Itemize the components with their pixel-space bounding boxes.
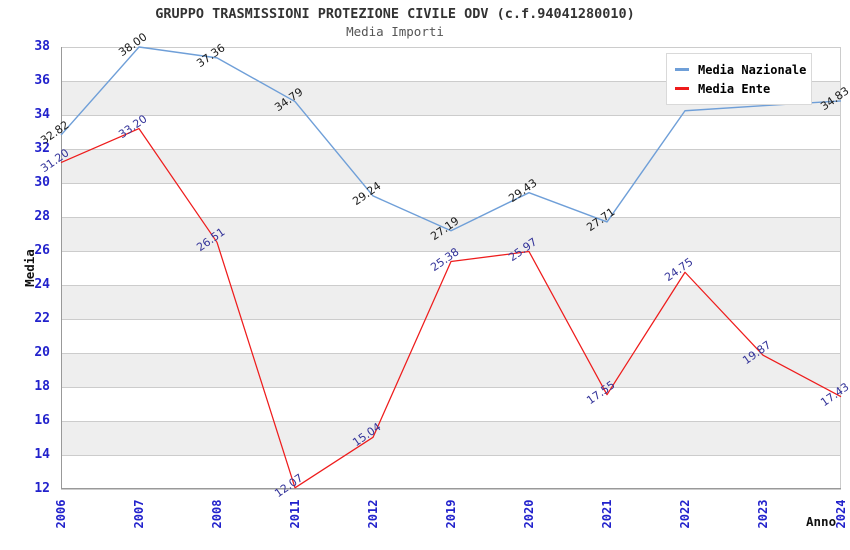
y-tick-label: 34 — [34, 107, 50, 122]
x-tick-label: 2011 — [288, 499, 302, 529]
x-tick-label: 2006 — [54, 499, 68, 529]
y-tick-label: 36 — [34, 73, 50, 88]
chart-title: GRUPPO TRASMISSIONI PROTEZIONE CIVILE OD… — [155, 6, 635, 22]
y-axis: 38 36 34 32 30 28 26 24 22 20 18 16 14 12 — [0, 40, 50, 496]
x-tick-label: 2022 — [678, 499, 692, 529]
y-tick-label: 30 — [34, 175, 50, 190]
y-tick-label: 20 — [34, 345, 50, 360]
chart-subtitle: Media Importi — [346, 24, 444, 39]
y-tick-label: 16 — [34, 413, 50, 428]
legend-label-ente: Media Ente — [698, 81, 771, 96]
x-tick-label: 2024 — [834, 499, 848, 529]
y-tick-label: 26 — [34, 243, 50, 258]
x-tick-label: 2007 — [132, 499, 146, 529]
legend-label-nazionale: Media Nazionale — [698, 62, 807, 77]
x-tick-label: 2019 — [444, 499, 458, 529]
x-axis-title: Anno — [806, 514, 837, 529]
x-tick-label: 2021 — [600, 499, 614, 529]
y-tick-label: 32 — [34, 141, 50, 156]
y-tick-label: 18 — [34, 379, 50, 394]
legend-swatch-ente-icon — [675, 87, 689, 90]
series-line-media-ente — [60, 127, 842, 489]
y-tick-label: 38 — [34, 39, 50, 54]
y-tick-label: 14 — [34, 447, 50, 462]
legend-swatch-nazionale-icon — [675, 68, 689, 71]
series-line-media-nazionale — [60, 46, 842, 232]
x-tick-label: 2020 — [522, 499, 536, 529]
plot-area: 32.82 38.00 37.36 34.79 29.24 27.19 29.43 27.71… — [38, 30, 850, 500]
x-tick-label: 2023 — [756, 499, 770, 529]
x-tick-label: 2008 — [210, 499, 224, 529]
y-tick-label: 12 — [34, 481, 50, 496]
legend-item-media-ente: Media Ente — [675, 79, 803, 98]
x-axis: 2006 2007 2008 2011 2012 2019 2020 2021 2022 2023… — [54, 497, 848, 537]
x-tick-label: 2012 — [366, 499, 380, 529]
y-tick-label: 28 — [34, 209, 50, 224]
plot-canvas — [60, 46, 842, 490]
y-tick-label: 24 — [34, 277, 50, 292]
legend: Media Nazionale Media Ente — [666, 53, 812, 105]
legend-item-media-nazionale: Media Nazionale — [675, 60, 807, 79]
y-tick-label: 22 — [34, 311, 50, 326]
